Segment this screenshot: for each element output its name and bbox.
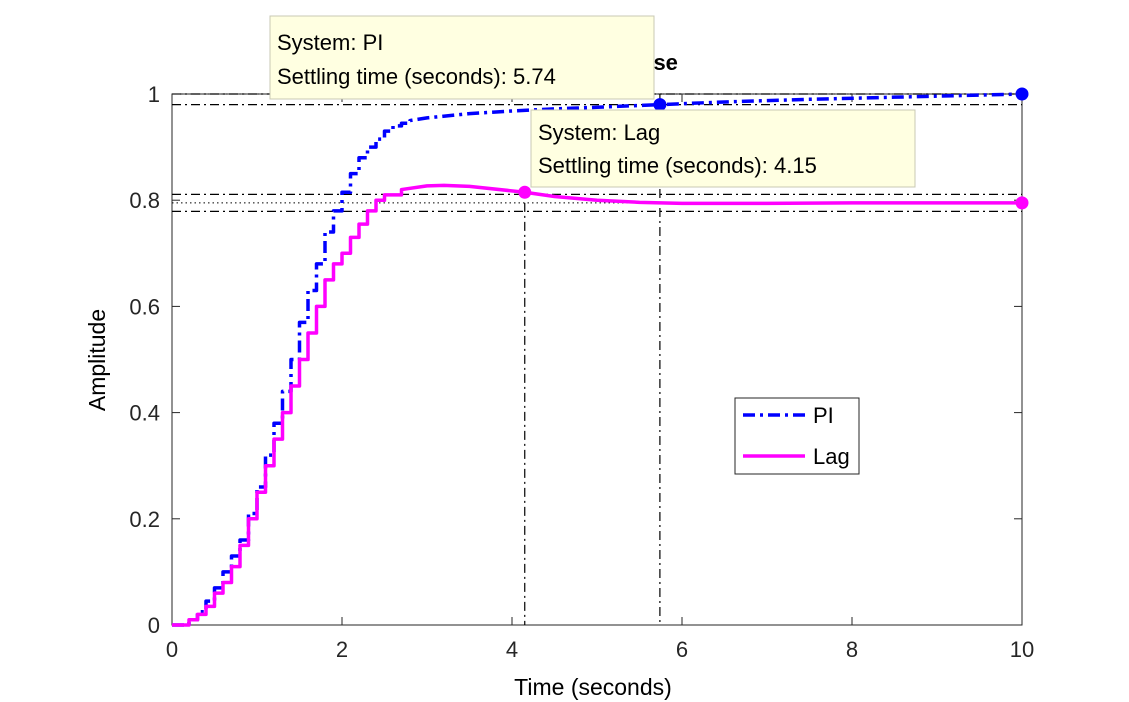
- marker-lag[interactable]: [518, 185, 532, 199]
- reference-lines: [172, 93, 1022, 625]
- datatip-lag-line1: System: Lag: [538, 120, 660, 145]
- y-tick-label: 1: [148, 82, 160, 107]
- x-tick-label: 4: [506, 637, 518, 662]
- series-line-pi: [172, 92, 1023, 627]
- y-tick-label: 0.8: [129, 188, 160, 213]
- datatip-lag-line2: Settling time (seconds): 4.15: [538, 153, 817, 178]
- x-tick-label: 0: [166, 637, 178, 662]
- series-group: [172, 92, 1023, 627]
- x-tick-label: 8: [846, 637, 858, 662]
- datatip-lag[interactable]: System: Lag Settling time (seconds): 4.1…: [530, 109, 916, 188]
- marker-pi[interactable]: [1015, 87, 1029, 101]
- marker-group: [518, 87, 1029, 210]
- x-axis-label: Time (seconds): [514, 674, 672, 700]
- x-tick-label: 10: [1010, 637, 1034, 662]
- marker-lag[interactable]: [1015, 196, 1029, 210]
- y-tick-label: 0.4: [129, 401, 160, 426]
- legend-label-pi: PI: [813, 403, 834, 428]
- datatip-pi[interactable]: System: PI Settling time (seconds): 5.74: [269, 15, 655, 100]
- axis-ticks: 0 2 4 6 8 10 0 0.2 0.4 0.6 0.8 1: [129, 82, 1034, 662]
- legend: PI Lag: [734, 397, 860, 475]
- y-axis-label: Amplitude: [84, 309, 110, 411]
- legend-box: [734, 397, 860, 475]
- datatip-lag-box: [530, 109, 916, 188]
- marker-pi[interactable]: [653, 98, 667, 112]
- datatip-pi-line1: System: PI: [277, 30, 383, 55]
- x-tick-label: 6: [676, 637, 688, 662]
- y-tick-label: 0: [148, 613, 160, 638]
- y-tick-label: 0.2: [129, 507, 160, 532]
- legend-label-lag: Lag: [813, 444, 850, 469]
- datatip-pi-box: [269, 15, 655, 100]
- x-tick-label: 2: [336, 637, 348, 662]
- datatip-pi-line2: Settling time (seconds): 5.74: [277, 64, 556, 89]
- y-tick-label: 0.6: [129, 294, 160, 319]
- series-line-lag: [172, 183, 1022, 627]
